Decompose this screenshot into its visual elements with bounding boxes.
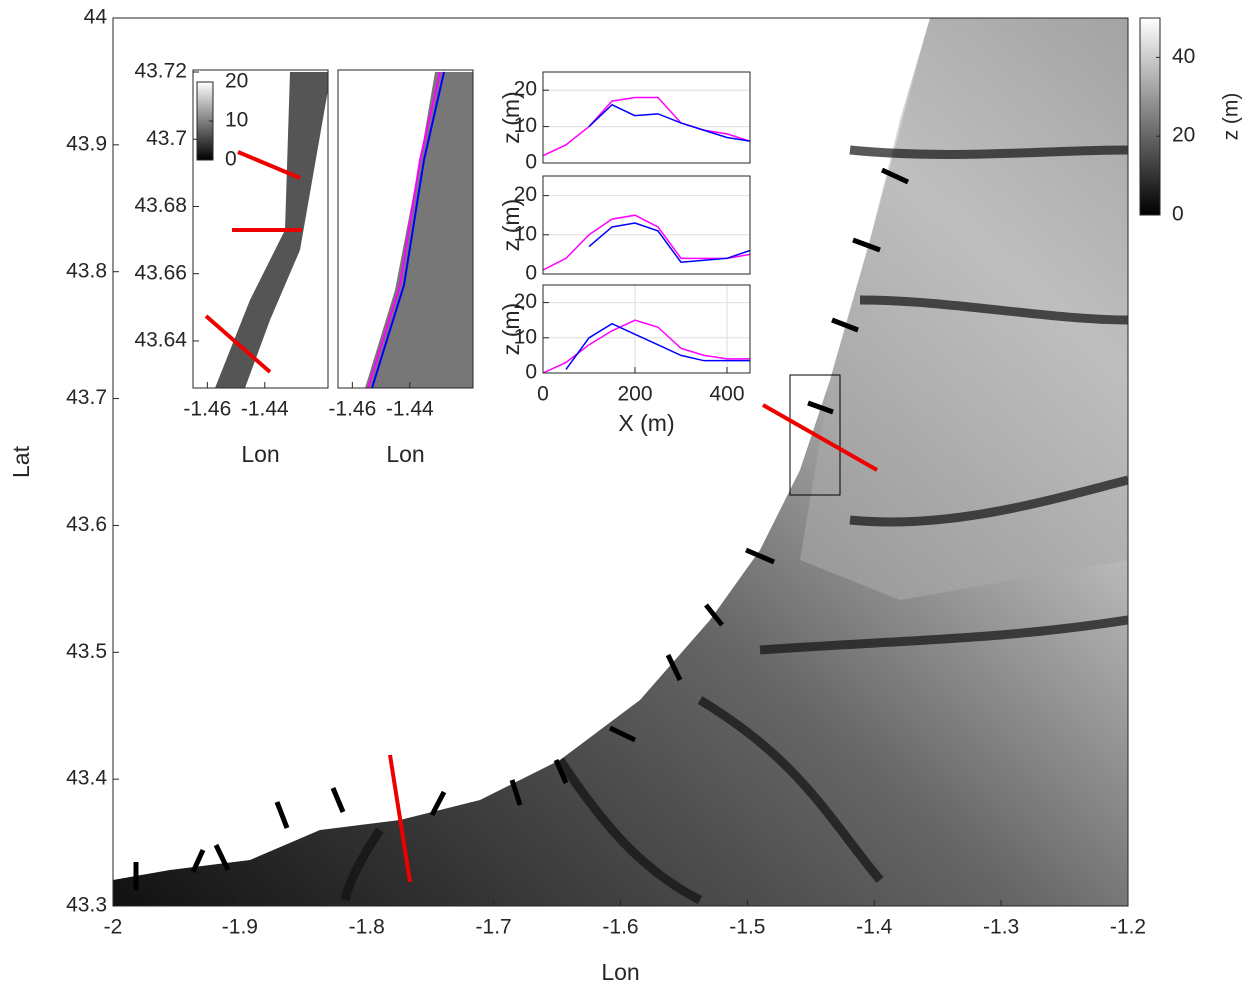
series-line: [542, 96, 751, 157]
y-tick-label: 43.64: [134, 328, 187, 351]
colorbar-tick-label: 20: [1172, 124, 1195, 147]
series-line: [588, 103, 751, 142]
y-axis-label: z (m): [498, 303, 524, 355]
plot-area: [543, 72, 750, 163]
y-tick-label: 44: [84, 6, 108, 29]
axes-frame: [337, 69, 474, 389]
x-tick-label: -1.9: [222, 916, 258, 939]
x-tick-label: -1.5: [729, 916, 765, 939]
colorbar-label: z (m): [1220, 93, 1243, 141]
axes-frame: [542, 284, 751, 374]
inset-image: [193, 70, 473, 389]
x-tick-label: -1.7: [476, 916, 512, 939]
series-line: [588, 222, 751, 264]
axes-frame: [192, 69, 329, 389]
y-axis-label: z (m): [498, 91, 524, 143]
y-tick-label: 20: [514, 290, 537, 313]
x-axis-label: X (m): [618, 410, 674, 436]
y-tick-label: 10: [514, 325, 537, 348]
colorbar-tick-label: 0: [225, 148, 237, 171]
y-tick-label: 43.72: [134, 60, 187, 83]
series-line: [565, 322, 750, 370]
y-tick-label: 20: [514, 183, 537, 206]
y-tick-label: 43.7: [146, 127, 187, 150]
axes-frame: [542, 175, 751, 275]
colorbar-tick-label: 0: [1172, 203, 1184, 226]
y-tick-label: 43.4: [66, 767, 107, 790]
x-tick-label: -1.6: [602, 916, 638, 939]
x-tick-label: -1.3: [983, 916, 1019, 939]
x-axis-label: Lon: [386, 441, 424, 467]
y-tick-label: 20: [514, 78, 537, 101]
x-tick-label: 400: [709, 383, 744, 406]
x-tick-label: -1.4: [856, 916, 893, 939]
y-tick-label: 10: [514, 114, 537, 137]
x-tick-label: -2: [104, 916, 123, 939]
x-tick-label: -1.44: [386, 398, 434, 421]
series-line: [542, 214, 751, 271]
x-axis-label: Lon: [601, 959, 639, 985]
x-tick-label: -1.8: [349, 916, 385, 939]
colorbar-tick-label: 40: [1172, 45, 1195, 68]
y-tick-label: 43.3: [66, 894, 107, 917]
y-tick-label: 10: [514, 222, 537, 245]
axes-frame: [542, 71, 751, 164]
plot-area: [543, 285, 750, 373]
y-tick-label: 43.7: [66, 386, 107, 409]
colorbar: [1139, 17, 1161, 216]
x-tick-label: -1.46: [183, 398, 231, 421]
colorbar-tick-label: 20: [225, 70, 248, 93]
y-tick-label: 0: [525, 262, 537, 285]
y-axis-label: Lat: [8, 445, 34, 478]
y-tick-label: 0: [525, 151, 537, 174]
y-tick-label: 43.68: [134, 194, 187, 217]
x-tick-label: 200: [617, 383, 652, 406]
x-tick-label: 0: [537, 383, 549, 406]
y-tick-label: 43.66: [134, 261, 187, 284]
y-axis-label: z (m): [498, 199, 524, 251]
y-tick-label: 43.6: [66, 513, 107, 536]
axes-frame: [112, 17, 1129, 907]
y-tick-label: 0: [525, 361, 537, 384]
y-tick-label: 43.5: [66, 640, 107, 663]
x-tick-label: -1.44: [241, 398, 289, 421]
y-tick-label: 43.8: [66, 259, 107, 282]
y-tick-label: 43.9: [66, 132, 107, 155]
x-tick-label: -1.46: [328, 398, 376, 421]
dem-image: [113, 18, 1128, 906]
x-tick-label: -1.2: [1110, 916, 1146, 939]
x-axis-label: Lon: [241, 441, 279, 467]
colorbar-tick-label: 10: [225, 109, 248, 132]
